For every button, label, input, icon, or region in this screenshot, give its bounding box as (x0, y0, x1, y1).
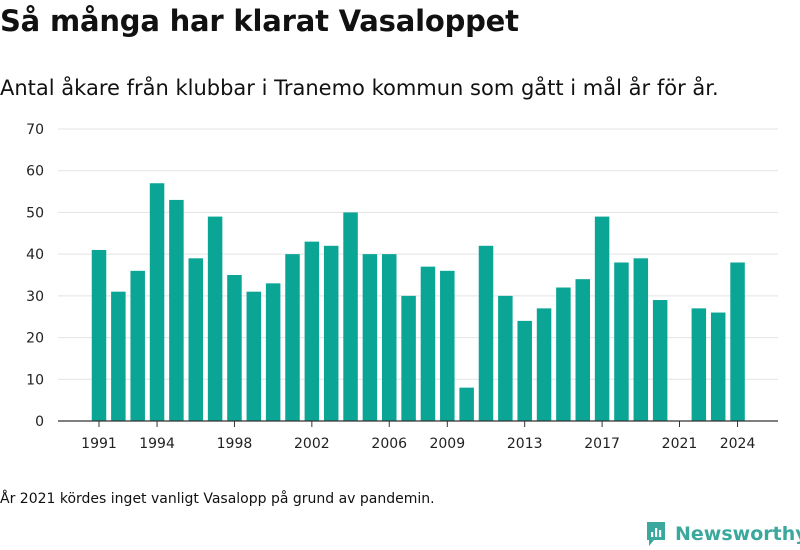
bar (517, 320, 532, 421)
bar (111, 291, 126, 421)
bar (285, 254, 300, 421)
bar (498, 295, 513, 421)
y-tick-label: 70 (26, 122, 44, 138)
bar (710, 312, 726, 421)
bar (652, 300, 668, 421)
newsworthy-logo-icon (647, 522, 665, 546)
bar (440, 270, 455, 421)
gridlines (58, 128, 778, 380)
bar (304, 241, 320, 421)
bar (536, 308, 552, 421)
bar (188, 258, 203, 421)
bar (169, 199, 184, 421)
bar (614, 262, 629, 421)
chart-title: Så många har klarat Vasaloppet (0, 4, 519, 38)
bar (323, 245, 339, 421)
bar (207, 216, 223, 421)
footnote: År 2021 kördes inget vanligt Vasalopp på… (0, 491, 435, 507)
y-tick-label: 20 (26, 331, 44, 347)
x-tick-label: 1991 (81, 436, 117, 452)
bar (594, 216, 610, 421)
bar (343, 212, 358, 421)
bar (420, 266, 436, 421)
y-tick-label: 40 (26, 247, 44, 263)
bar (362, 254, 378, 421)
x-tick-label: 2006 (371, 436, 407, 452)
x-tick-label: 2002 (294, 436, 330, 452)
bar (478, 245, 494, 421)
bar (459, 387, 474, 421)
bar (130, 270, 145, 421)
y-tick-label: 30 (26, 289, 44, 305)
bar (401, 295, 416, 421)
bars (91, 183, 745, 421)
x-tick-label: 2013 (507, 436, 543, 452)
bar (633, 258, 649, 421)
y-tick-label: 50 (26, 205, 44, 221)
bar-chart: 0 10 20 30 40 50 60 70 1991 1994 1998 2002 2006 2009 2… (26, 122, 778, 452)
bar (556, 287, 571, 421)
bar (149, 183, 165, 421)
x-tick-label: 1998 (217, 436, 253, 452)
axes: 0 10 20 30 40 50 60 70 1991 1994 1998 2002 2006 2009 2… (26, 122, 778, 452)
brand-logo: Newsworthy (645, 518, 800, 550)
bar (265, 283, 281, 421)
x-tick-label: 2021 (662, 436, 698, 452)
bar (246, 291, 262, 421)
y-tick-label: 60 (26, 164, 44, 180)
brand-name: Newsworthy (675, 523, 800, 545)
bar (227, 275, 242, 421)
y-tick-label: 0 (35, 414, 44, 430)
bar (382, 254, 397, 421)
x-tick-label: 2009 (429, 436, 465, 452)
x-tick-label: 2017 (584, 436, 620, 452)
bar (691, 308, 707, 421)
chart-subtitle: Antal åkare från klubbar i Tranemo kommu… (0, 76, 719, 100)
y-tick-label: 10 (26, 372, 44, 388)
x-tick-label: 1994 (139, 436, 175, 452)
bar (91, 249, 107, 421)
bar (575, 279, 590, 421)
x-tick-label: 2024 (720, 436, 756, 452)
bar (730, 262, 745, 421)
